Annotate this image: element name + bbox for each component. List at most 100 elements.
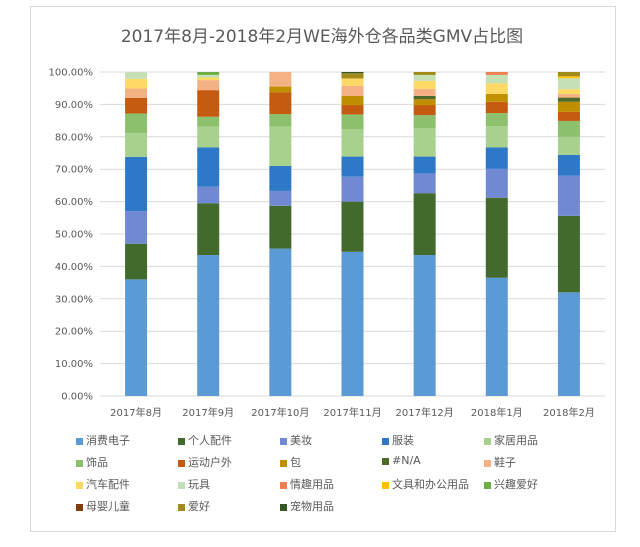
legend-item: 玩具 [178, 476, 210, 492]
bar-segment-0 [557, 292, 580, 396]
bar-segment-7 [341, 95, 364, 106]
legend-item: 母婴儿童 [76, 498, 130, 514]
bar-segment-0 [269, 248, 292, 396]
legend-item: 文具和办公用品 [382, 476, 469, 492]
bar-segment-2 [485, 168, 508, 198]
legend-label: 包 [290, 456, 301, 469]
chart-title: 2017年8月-2018年2月WE海外仓各品类GMV占比图 [120, 27, 524, 47]
bar-segment-2 [557, 175, 580, 216]
bar-segment-1 [197, 203, 220, 256]
legend-label: #N/A [392, 454, 421, 467]
bar-segment-11 [557, 78, 580, 90]
legend-item: #N/A [382, 454, 421, 467]
legend-label: 鞋子 [494, 456, 516, 469]
bar-segment-5 [269, 114, 292, 127]
bar-segment-2 [269, 190, 292, 206]
legend-label: 饰品 [86, 456, 108, 469]
bar-segment-17 [341, 72, 364, 74]
y-tick-label: 20.00% [55, 327, 93, 338]
legend-label: 消费电子 [86, 434, 130, 447]
legend-item: 兴趣爱好 [484, 476, 538, 492]
y-tick-label: 10.00% [55, 359, 93, 370]
legend-swatch [178, 503, 185, 511]
y-tick-label: 100.00% [49, 68, 94, 79]
legend-swatch [382, 437, 389, 445]
bar-segment-3 [341, 156, 364, 177]
bar-segment-2 [413, 173, 436, 194]
bar-segment-16 [341, 73, 364, 79]
y-tick-label: 60.00% [55, 197, 93, 208]
bar-segment-5 [413, 115, 436, 129]
legend-item: 宠物用品 [280, 498, 334, 514]
bar-segment-1 [485, 197, 508, 278]
legend-item: 爱好 [178, 498, 210, 514]
bar-segment-0 [125, 279, 148, 396]
legend-label: 玩具 [188, 478, 210, 491]
bar-segment-8 [413, 95, 436, 100]
legend-label: 爱好 [188, 500, 210, 513]
bar-segment-6 [197, 90, 220, 117]
legend-item: 包 [280, 454, 301, 470]
bar-segment-6 [557, 111, 580, 121]
bar-segment-11 [485, 74, 508, 84]
bar-segment-9 [269, 72, 292, 87]
x-tick-label: 2018年2月 [543, 406, 595, 419]
bar-segment-9 [413, 88, 436, 96]
bar-segment-6 [269, 92, 292, 115]
bar-segment-0 [197, 255, 220, 396]
bar-segment-9 [557, 94, 580, 98]
legend-item: 鞋子 [484, 454, 516, 470]
bar-segment-7 [557, 101, 580, 112]
x-tick-label: 2017年11月 [323, 406, 381, 419]
bar-segment-4 [557, 136, 580, 155]
bar-segment-2 [197, 186, 220, 204]
legend-item: 消费电子 [76, 432, 130, 448]
bar-segment-2 [341, 176, 364, 202]
x-tick-label: 2017年8月 [110, 406, 162, 419]
bar-segment-6 [485, 101, 508, 114]
x-tick-label: 2017年9月 [182, 406, 234, 419]
y-tick-label: 90.00% [55, 100, 93, 111]
bar-segment-9 [197, 80, 220, 91]
legend-swatch [484, 481, 491, 489]
bar-segment-5 [557, 120, 580, 137]
bar-segment-3 [269, 165, 292, 191]
bar-segment-7 [269, 86, 292, 93]
legend-item: 运动户外 [178, 454, 232, 470]
bar-segment-3 [413, 156, 436, 174]
legend-swatch [178, 459, 185, 467]
bar-segment-11 [197, 74, 220, 78]
bar-segment-9 [125, 88, 148, 98]
bar-segment-13 [557, 76, 580, 79]
bar-segment-9 [341, 85, 364, 96]
bar-segment-5 [125, 113, 148, 134]
bar-segment-7 [413, 99, 436, 106]
legend-swatch [484, 459, 491, 467]
bar-segment-5 [485, 113, 508, 127]
legend-item: 服装 [382, 432, 414, 448]
bar-segment-8 [557, 97, 580, 102]
legend-swatch [280, 481, 287, 489]
bar-segment-5 [341, 114, 364, 130]
legend-label: 运动户外 [188, 456, 232, 469]
legend-swatch [280, 437, 287, 445]
bar-segment-1 [413, 193, 436, 256]
bar-segment-4 [485, 126, 508, 148]
bar-segment-1 [557, 215, 580, 293]
bar-segment-3 [557, 154, 580, 176]
bar-segment-10 [485, 83, 508, 95]
bar-segment-4 [197, 126, 220, 148]
bar-segment-10 [557, 89, 580, 95]
legend-swatch [76, 481, 83, 489]
legend-label: 兴趣爱好 [494, 478, 538, 491]
legend-item: 美妆 [280, 432, 312, 448]
x-tick-label: 2018年1月 [471, 406, 523, 419]
x-tick-label: 2017年12月 [396, 406, 454, 419]
bar-segment-4 [125, 133, 148, 157]
legend-swatch [76, 503, 83, 511]
bar-segment-14 [197, 72, 220, 75]
legend-swatch [76, 459, 83, 467]
bar-segment-12 [485, 72, 508, 75]
legend-item: 个人配件 [178, 432, 232, 448]
